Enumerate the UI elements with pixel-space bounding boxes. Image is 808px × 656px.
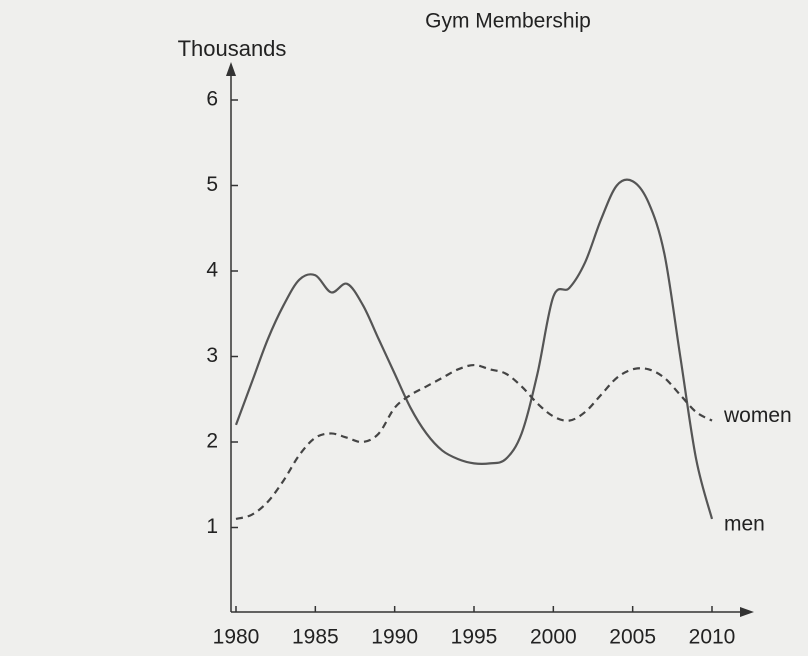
series-label: women xyxy=(723,404,792,427)
y-axis-label: Thousands xyxy=(178,36,287,61)
x-tick-label: 2005 xyxy=(609,626,656,649)
series-line xyxy=(234,178,714,520)
x-arrow xyxy=(740,607,754,617)
x-tick-label: 1985 xyxy=(292,626,339,649)
y-tick-label: 2 xyxy=(206,430,218,453)
y-tick-label: 1 xyxy=(206,515,218,538)
y-tick-label: 5 xyxy=(206,173,218,196)
chart-title: Gym Membership xyxy=(425,10,591,33)
x-tick-label: 2000 xyxy=(530,626,577,649)
series-label: men xyxy=(724,512,765,535)
y-arrow xyxy=(226,62,236,76)
x-tick-label: 1990 xyxy=(371,626,418,649)
y-tick-label: 3 xyxy=(206,344,218,367)
x-tick-label: 2010 xyxy=(689,626,736,649)
x-tick-label: 1980 xyxy=(213,626,260,649)
y-tick-label: 4 xyxy=(206,259,218,282)
y-tick-label: 6 xyxy=(206,88,218,111)
x-tick-label: 1995 xyxy=(451,626,498,649)
series-line xyxy=(235,363,713,521)
